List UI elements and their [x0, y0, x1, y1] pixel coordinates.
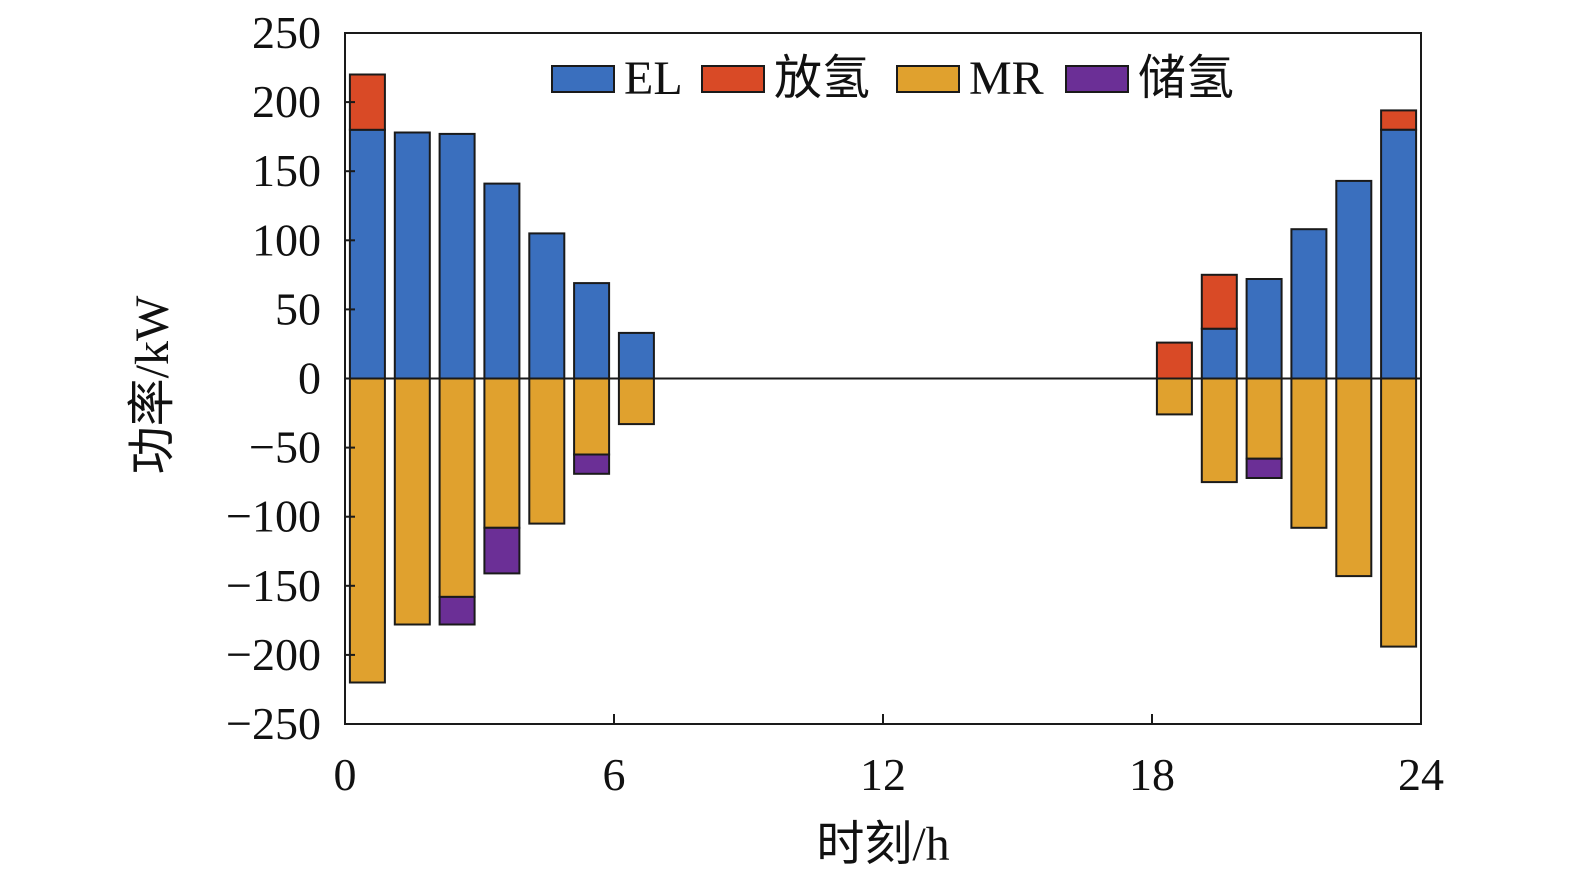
- bar-MR-7: [617, 377, 655, 426]
- legend-label-EL: EL: [624, 52, 683, 105]
- bar-MR-3: [438, 377, 476, 598]
- bar-放氢-1: [348, 73, 386, 131]
- legend-swatch-MR: [896, 65, 960, 93]
- bar-放氢-24: [1380, 109, 1418, 131]
- legend-label-放氢: 放氢: [774, 52, 870, 105]
- bar-MR-5: [528, 377, 566, 525]
- x-tick-label: 6: [603, 749, 626, 800]
- bar-MR-22: [1290, 377, 1328, 529]
- bar-放氢-20: [1200, 273, 1238, 330]
- bar-EL-20: [1200, 327, 1238, 380]
- y-tick-label: 150: [252, 145, 321, 196]
- x-tick-label: 0: [334, 749, 357, 800]
- y-tick-label: −50: [249, 422, 321, 473]
- bar-EL-24: [1380, 128, 1418, 380]
- bar-EL-22: [1290, 228, 1328, 380]
- y-axis-label: 功率/kW: [126, 295, 179, 474]
- ticks-layer: 250 200 150 100 50 0 −50 −100 −150 −200 −250 0 6 12 18…: [226, 7, 1444, 800]
- bar-储氢-3: [438, 595, 476, 626]
- bar-MR-24: [1380, 377, 1418, 648]
- legend-label-MR: MR: [969, 52, 1044, 105]
- bar-MR-1: [348, 377, 386, 684]
- bar-EL-21: [1245, 278, 1283, 380]
- y-tick-label: 200: [252, 76, 321, 127]
- bar-EL-6: [573, 282, 611, 380]
- bar-EL-7: [617, 331, 655, 380]
- bar-储氢-6: [573, 453, 611, 475]
- legend: EL 放氢 MR 储氢: [551, 52, 1234, 105]
- bar-储氢-4: [483, 526, 521, 575]
- bar-MR-6: [573, 377, 611, 456]
- y-tick-label: −200: [226, 629, 321, 680]
- y-tick-label: 0: [298, 353, 321, 404]
- legend-label-储氢: 储氢: [1138, 52, 1234, 105]
- x-axis-label: 时刻/h: [816, 818, 949, 871]
- bar-EL-5: [528, 232, 566, 380]
- bar-EL-23: [1335, 179, 1373, 380]
- bar-EL-3: [438, 132, 476, 380]
- bar-放氢-19: [1155, 341, 1193, 380]
- x-tick-label: 18: [1129, 749, 1175, 800]
- bar-MR-20: [1200, 377, 1238, 484]
- legend-swatch-EL: [551, 65, 615, 93]
- bar-储氢-21: [1245, 457, 1283, 480]
- bar-EL-1: [348, 128, 386, 380]
- x-tick-label: 24: [1398, 749, 1444, 800]
- y-tick-label: −150: [226, 560, 321, 611]
- bar-MR-23: [1335, 377, 1373, 578]
- bar-MR-2: [393, 377, 431, 626]
- bar-EL-4: [483, 182, 521, 380]
- y-tick-label: −100: [226, 491, 321, 542]
- bar-MR-19: [1155, 377, 1193, 416]
- y-tick-label: −250: [226, 698, 321, 749]
- y-tick-label: 100: [252, 214, 321, 265]
- legend-swatch-放氢: [701, 65, 765, 93]
- legend-swatch-储氢: [1065, 65, 1129, 93]
- y-tick-label: 250: [252, 7, 321, 58]
- bar-MR-4: [483, 377, 521, 529]
- bar-MR-21: [1245, 377, 1283, 460]
- y-tick-label: 50: [275, 283, 321, 334]
- bar-EL-2: [393, 131, 431, 380]
- x-tick-label: 12: [860, 749, 906, 800]
